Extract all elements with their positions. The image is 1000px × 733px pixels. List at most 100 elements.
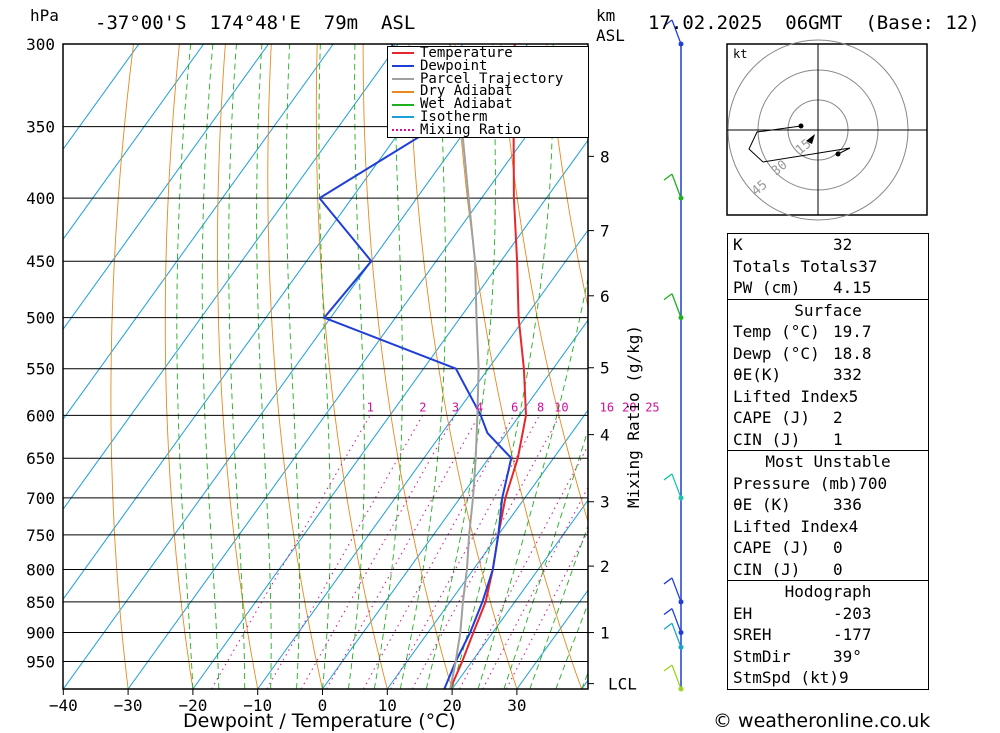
most-unstable-row: Pressure (mb) 700 — [728, 473, 928, 495]
pressure-tick-label: 650 — [26, 449, 55, 468]
surface-row: Temp (°C) 19.7 — [728, 321, 928, 343]
hodograph-value: -177 — [833, 625, 872, 644]
wind-barb — [663, 577, 682, 603]
index-value: 32 — [833, 235, 853, 254]
x-tick-label: 20 — [442, 696, 461, 715]
most-unstable-row: Lifted Index 4 — [728, 516, 928, 538]
dry-adiabat-line — [217, 44, 259, 689]
surface-header: Surface — [728, 298, 928, 322]
datetime-title: 17.02.2025 06GMT (Base: 12) — [648, 12, 980, 34]
legend-item: Mixing Ratio — [388, 121, 588, 138]
mixing-ratio-label: 8 — [537, 400, 544, 414]
legend-label: Dewpoint — [420, 57, 488, 74]
index-row: PW (cm) 4.15 — [728, 277, 928, 299]
most-unstable-label: Lifted Index — [733, 516, 849, 536]
legend-item: Parcel Trajectory — [388, 72, 588, 85]
pressure-tick-label: 800 — [26, 560, 55, 579]
wet-adiabat-line — [201, 44, 220, 689]
legend-swatch — [392, 129, 414, 132]
most-unstable-value: 700 — [858, 473, 888, 493]
index-row: Totals Totals 37 — [728, 256, 928, 278]
asl-label: ASL — [596, 26, 625, 45]
km-tick-label: LCL — [608, 675, 637, 694]
legend-swatch — [392, 116, 414, 119]
mixing-ratio-label: 20 — [622, 400, 636, 414]
legend-item: Dewpoint — [388, 57, 588, 74]
index-label: K — [733, 235, 743, 254]
most-unstable-value: 4 — [848, 516, 859, 536]
surface-value: 18.8 — [833, 343, 872, 363]
pressure-tick-label: 700 — [26, 489, 55, 508]
wet-adiabat-line — [373, 44, 403, 689]
legend-label: Isotherm — [420, 108, 488, 125]
isotherm-line — [127, 49, 588, 689]
km-tick-label: 6 — [600, 287, 610, 306]
pressure-tick-label: 600 — [26, 406, 55, 425]
legend-label: Wet Adiabat — [420, 96, 513, 113]
legend-label: Mixing Ratio — [420, 121, 522, 138]
hodograph-label: EH — [733, 603, 753, 623]
mixing-ratio-label: 2 — [419, 400, 426, 414]
storm-motion-arrow — [806, 134, 815, 144]
legend-item: Isotherm — [388, 108, 588, 125]
pressure-tick-label: 850 — [26, 593, 55, 612]
wind-barb — [663, 473, 682, 499]
legend-swatch — [392, 65, 414, 68]
pressure-tick-label: 900 — [26, 624, 55, 643]
surface-label: CIN (J) — [733, 429, 801, 449]
mixing-ratio-label: 10 — [554, 400, 568, 414]
most-unstable-label: CAPE (J) — [733, 538, 811, 557]
hodograph-value: -203 — [833, 603, 872, 623]
legend-item: Temperature — [388, 46, 588, 60]
surface-value: 19.7 — [833, 322, 872, 341]
surface-label: CAPE (J) — [733, 408, 811, 427]
surface-value: 2 — [833, 408, 843, 427]
parcel-trajectory-line — [448, 44, 480, 689]
pressure-tick-label: 450 — [26, 252, 55, 271]
surface-row: CAPE (J) 2 — [728, 407, 928, 429]
mixing-ratio-line — [266, 415, 424, 689]
hodograph-unit: kt — [733, 47, 747, 61]
pressure-tick-label: 400 — [26, 189, 55, 208]
most-unstable-row: θE (K) 336 — [728, 494, 928, 516]
mixing-ratio-line — [326, 415, 480, 689]
legend-item: Dry Adiabat — [388, 85, 588, 98]
mixing-ratio-line — [362, 415, 515, 689]
mixing-ratio-line — [300, 415, 456, 689]
dewpoint-line — [317, 44, 513, 689]
most-unstable-row: CIN (J) 0 — [728, 559, 928, 581]
hodograph-point — [835, 151, 841, 157]
surface-row: Lifted Index 5 — [728, 386, 928, 408]
isotherm-line — [63, 44, 269, 331]
isotherm-line — [63, 44, 529, 689]
temperature-line — [449, 44, 528, 689]
dry-adiabat-line — [546, 44, 588, 309]
most-unstable-label: θE (K) — [733, 495, 791, 514]
most-unstable-label: Pressure (mb) — [733, 473, 859, 493]
hodograph-value: 39° — [833, 646, 862, 666]
copyright: © weatheronline.co.uk — [713, 710, 931, 732]
pressure-tick-label: 950 — [26, 653, 55, 672]
hodograph-label: StmSpd (kt) — [733, 668, 839, 687]
hodograph-row: EH -203 — [728, 603, 928, 625]
surface-value: 5 — [848, 386, 859, 406]
index-value: 4.15 — [833, 278, 872, 297]
mixing-ratio-label: 6 — [511, 400, 518, 414]
mixing-ratio-label: 3 — [452, 400, 459, 414]
wet-adiabat-line — [529, 524, 588, 689]
wet-adiabat-line — [555, 602, 588, 689]
mixing-ratio-line — [411, 415, 561, 689]
legend-swatch — [392, 77, 414, 80]
pressure-tick-label: 350 — [26, 118, 55, 137]
hodograph-header: Hodograph — [728, 580, 928, 603]
mixing-ratio-axis-label: Mixing Ratio (g/kg) — [624, 324, 643, 508]
most-unstable-value: 0 — [833, 538, 843, 557]
pressure-tick-label: 500 — [26, 309, 55, 328]
wind-barb — [663, 664, 682, 690]
x-tick-label: −30 — [114, 696, 143, 715]
index-label: PW (cm) — [733, 278, 801, 297]
isotherm-line — [63, 44, 205, 241]
most-unstable-value: 336 — [833, 495, 862, 514]
surface-label: Temp (°C) — [733, 322, 820, 341]
